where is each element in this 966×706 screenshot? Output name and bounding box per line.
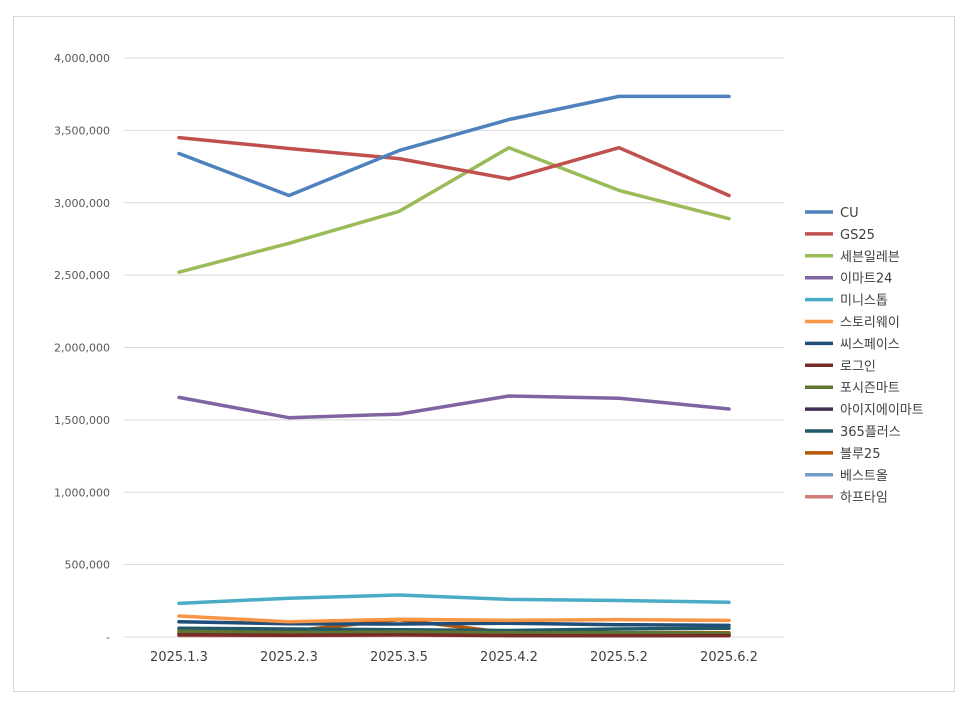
series-line-6 — [177, 614, 731, 624]
series-line-2 — [177, 135, 731, 198]
y-tick-label: 1,000,000 — [54, 486, 110, 499]
x-tick-label: 2025.1.3 — [150, 650, 208, 665]
y-tick-label: 1,500,000 — [54, 414, 110, 427]
x-tick-label: 2025.4.2 — [480, 650, 538, 665]
legend-label: 하프타임 — [840, 491, 888, 506]
series-line-9 — [177, 629, 731, 636]
legend-label: 로그인 — [840, 359, 876, 374]
y-tick-label: 2,500,000 — [54, 269, 110, 282]
legend-label: GS25 — [840, 228, 875, 243]
x-tick-label: 2025.2.3 — [260, 650, 318, 665]
legend-label: 씨스페이스 — [840, 337, 900, 352]
legend-label: 365플러스 — [840, 425, 901, 440]
legend-label: 베스트올 — [840, 469, 888, 484]
legend-label: 세븐일레븐 — [840, 250, 900, 265]
x-tick-label: 2025.3.5 — [370, 650, 428, 665]
legend-label: 스토리웨이 — [840, 316, 900, 331]
series-line-8 — [177, 633, 731, 638]
y-tick-label: 3,000,000 — [54, 197, 110, 210]
y-tick-label: 2,000,000 — [54, 342, 110, 355]
series-line-7 — [177, 620, 731, 628]
legend-label: 미니스톱 — [840, 294, 888, 309]
series-line-1 — [177, 94, 731, 198]
chart-frame — [13, 16, 955, 692]
y-tick-label: 4,000,000 — [54, 52, 110, 65]
x-axis: 2025.1.3 2025.2.3 2025.3.5 2025.4.2 2025.5.2… — [124, 636, 784, 665]
y-tick-label: 3,500,000 — [54, 124, 110, 137]
x-tick-label: 2025.6.2 — [700, 650, 758, 665]
series-line-3 — [177, 145, 731, 274]
gridlines — [124, 57, 784, 638]
y-tick-label: 500,000 — [65, 559, 111, 572]
series-lines — [177, 94, 731, 638]
x-tick-label: 2025.5.2 — [590, 650, 648, 665]
series-line-5 — [177, 593, 731, 606]
legend-label: 이마트24 — [840, 272, 892, 287]
legend-label: 아이지에이마트 — [840, 403, 924, 418]
legend-label: 블루25 — [840, 447, 880, 462]
y-axis-ticks: - 500,000 1,000,000 1,500,000 2,000,000 2,500… — [54, 52, 110, 644]
series-line-11 — [177, 626, 731, 633]
series-line-4 — [177, 394, 731, 420]
y-tick-label: - — [106, 631, 110, 644]
legend-label: CU — [840, 206, 859, 221]
legend-label: 포시즌마트 — [840, 381, 900, 396]
